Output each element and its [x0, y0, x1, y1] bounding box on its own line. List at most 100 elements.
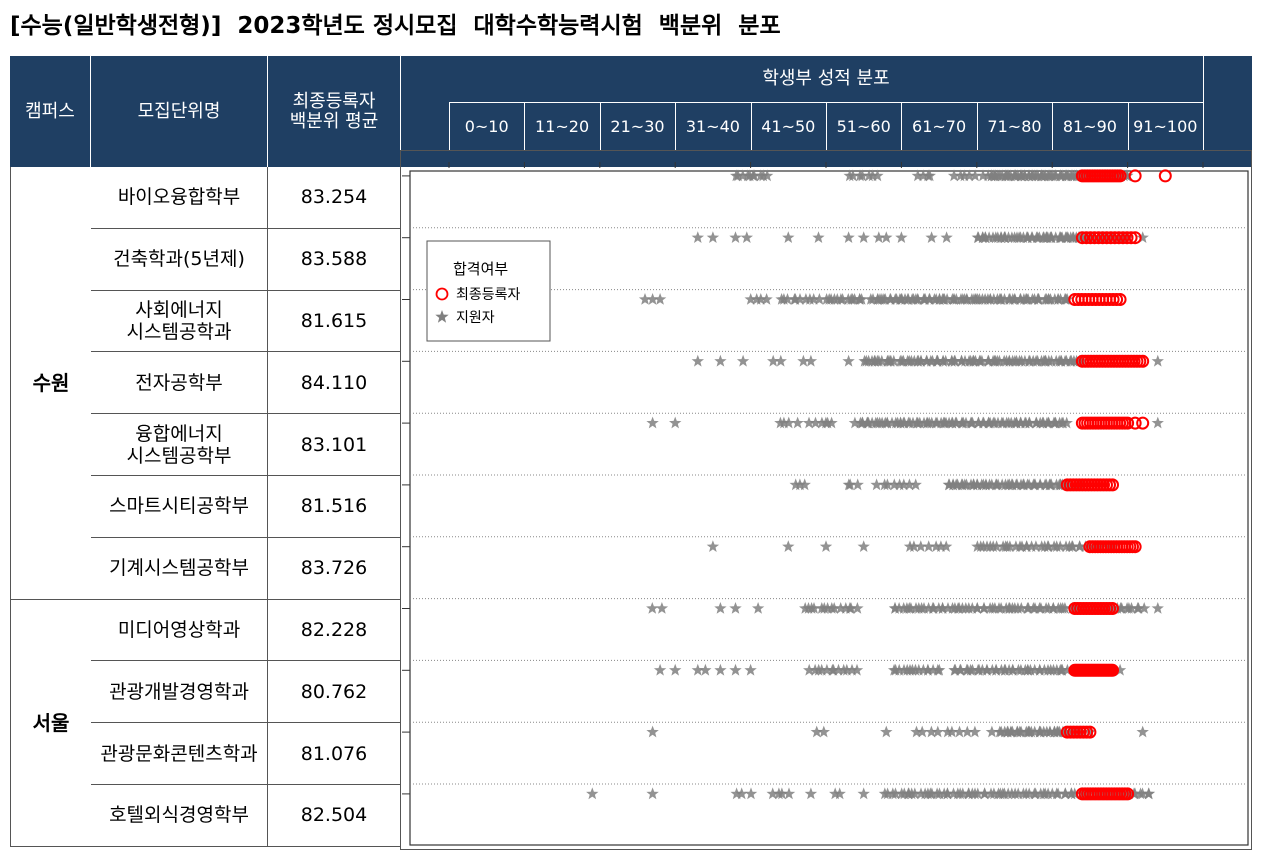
- applicant-point: [1136, 231, 1149, 243]
- applicant-point: [976, 416, 990, 429]
- applicant-point: [740, 231, 753, 243]
- applicant-point: [827, 663, 840, 676]
- unit-name: 시스템공학과: [126, 320, 232, 343]
- applicant-point: [809, 416, 822, 429]
- registered-point: [1092, 231, 1106, 245]
- applicant-point: [1010, 478, 1023, 491]
- applicant-point: [982, 354, 995, 367]
- header-avg: 최종등록자 백분위 평균: [268, 56, 400, 167]
- registered-point: [1124, 231, 1138, 245]
- applicant-point: [875, 354, 888, 367]
- applicant-point: [925, 725, 938, 738]
- applicant-point: [1136, 787, 1149, 800]
- applicant-point: [972, 416, 985, 429]
- applicant-point: [881, 478, 894, 491]
- applicant-point: [856, 416, 869, 429]
- applicant-point: [1049, 169, 1063, 182]
- applicant-point: [848, 416, 862, 429]
- avg-cell: 84.110: [268, 352, 401, 415]
- applicant-point: [1045, 354, 1058, 367]
- applicant-point: [934, 540, 948, 552]
- applicant-point: [1054, 540, 1067, 552]
- header-campus: 캠퍼스: [25, 100, 75, 122]
- applicant-point: [966, 663, 979, 676]
- applicant-point: [1020, 540, 1033, 552]
- applicant-point: [817, 725, 830, 738]
- applicant-point: [832, 663, 845, 676]
- applicant-point: [1054, 231, 1067, 243]
- applicant-point: [1132, 602, 1145, 614]
- header-bin-divider: [1203, 56, 1204, 150]
- registered-point: [1113, 169, 1127, 183]
- header-bin-divider: [675, 102, 677, 150]
- applicant-point: [1138, 602, 1151, 614]
- header-avg-line2: 백분위 평균: [289, 110, 379, 132]
- applicant-point: [729, 663, 742, 676]
- applicant-point: [851, 478, 864, 491]
- applicant-point: [1059, 787, 1072, 800]
- applicant-point: [828, 602, 841, 614]
- applicant-point: [958, 169, 971, 182]
- applicant-point: [669, 416, 682, 429]
- applicant-point: [888, 478, 901, 491]
- avg-cell: 83.101: [268, 414, 401, 476]
- applicant-point: [911, 169, 924, 182]
- applicant-point: [903, 478, 916, 491]
- applicant-point: [987, 787, 1001, 800]
- avg-value: 83.726: [300, 557, 368, 580]
- applicant-point: [810, 725, 823, 738]
- applicant-point: [925, 787, 938, 800]
- applicant-point: [1006, 663, 1020, 676]
- unit-name-cell: 바이오융합학부: [91, 167, 268, 229]
- applicant-point: [802, 416, 816, 429]
- applicant-point: [829, 787, 842, 800]
- applicant-point: [1113, 663, 1127, 676]
- applicant-point: [646, 725, 659, 738]
- applicant-point: [917, 663, 930, 676]
- applicant-point: [895, 231, 908, 243]
- applicant-point: [815, 663, 828, 676]
- header-bin-divider: [826, 102, 827, 150]
- applicant-point: [1029, 787, 1042, 800]
- applicant-point: [872, 231, 885, 243]
- applicant-point: [925, 231, 938, 243]
- unit-name-cell: 호텔외식경영학부: [91, 785, 268, 847]
- unit-name-cell: 미디어영상학과: [91, 599, 268, 662]
- applicant-point: [844, 478, 857, 491]
- applicant-point: [1082, 787, 1096, 800]
- applicant-point: [971, 602, 984, 614]
- applicant-point: [908, 787, 921, 800]
- unit-name: 시스템공학부: [126, 444, 232, 467]
- applicant-point: [736, 354, 750, 367]
- applicant-point: [836, 293, 849, 305]
- applicant-point: [1058, 602, 1072, 614]
- avg-cell: 82.504: [268, 785, 401, 847]
- applicant-point: [782, 416, 795, 429]
- applicant-point: [842, 231, 855, 243]
- avg-cell: 81.615: [268, 290, 401, 353]
- applicant-point: [857, 231, 870, 243]
- applicant-point: [871, 169, 884, 182]
- applicant-point: [880, 231, 893, 243]
- applicant-point: [1033, 663, 1046, 676]
- applicant-point: [752, 602, 765, 614]
- applicant-point: [968, 169, 982, 182]
- header-divider: [400, 56, 401, 167]
- applicant-point: [1015, 540, 1029, 552]
- applicant-point: [1142, 787, 1155, 800]
- header-bin-divider: [976, 102, 978, 150]
- registered-point: [1106, 602, 1120, 615]
- applicant-point: [1034, 602, 1048, 614]
- applicant-point: [856, 169, 869, 182]
- applicant-point: [933, 663, 946, 676]
- applicant-point: [975, 354, 989, 367]
- avg-value: 82.228: [300, 618, 368, 641]
- avg-cell: 80.762: [268, 661, 401, 724]
- header-avg-line1: 최종등록자: [292, 90, 376, 112]
- applicant-point: [714, 354, 727, 367]
- applicant-point: [706, 540, 720, 552]
- applicant-point: [892, 602, 906, 614]
- applicant-point: [813, 293, 826, 305]
- unit-name: 기계시스템공학부: [109, 557, 249, 580]
- applicant-point: [929, 540, 943, 552]
